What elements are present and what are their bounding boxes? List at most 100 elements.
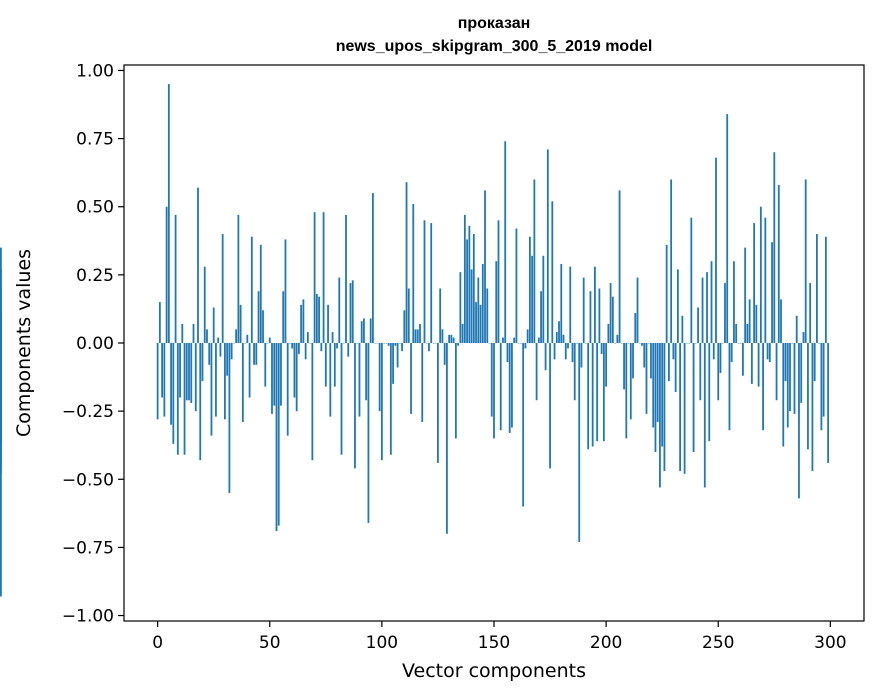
- y-tick-label: −0.50: [62, 470, 114, 490]
- bar: [522, 343, 525, 507]
- bar: [486, 288, 489, 343]
- bar: [555, 332, 558, 343]
- bar: [493, 343, 495, 439]
- bar: [502, 337, 504, 343]
- bar: [215, 343, 217, 417]
- bar: [511, 343, 513, 428]
- bar: [221, 233, 224, 343]
- bar: [194, 343, 197, 412]
- bar: [690, 217, 693, 343]
- bar: [571, 343, 574, 363]
- bar: [784, 343, 787, 382]
- bar: [165, 206, 168, 343]
- bar: [771, 242, 773, 343]
- bar: [410, 343, 412, 414]
- bar: [345, 214, 347, 343]
- bar: [730, 343, 733, 363]
- bar: [280, 343, 282, 406]
- bar: [728, 343, 731, 431]
- bar: [598, 288, 601, 343]
- bar: [824, 236, 827, 343]
- bar: [367, 343, 370, 523]
- bar: [708, 343, 711, 442]
- bar: [403, 310, 406, 343]
- bar: [0, 247, 2, 343]
- bar: [463, 214, 466, 343]
- x-axis-ticks: 0 50 100 150 200 250 300: [152, 621, 847, 653]
- bar: [197, 187, 199, 343]
- bar: [652, 343, 655, 428]
- bar: [703, 343, 706, 488]
- bar: [773, 152, 776, 343]
- bar: [389, 343, 392, 455]
- bar: [437, 343, 439, 463]
- bar: [318, 296, 320, 343]
- bar: [643, 343, 646, 368]
- bar: [759, 206, 762, 343]
- bar: [273, 343, 276, 406]
- bar: [224, 343, 226, 420]
- bar: [228, 343, 231, 493]
- bar: [546, 149, 549, 343]
- bar: [158, 302, 161, 343]
- bar: [746, 323, 749, 343]
- bar: [351, 280, 354, 343]
- plot-frame: [123, 64, 865, 622]
- bar: [676, 269, 679, 343]
- bar: [277, 343, 280, 526]
- bar: [423, 220, 426, 343]
- bar: [226, 343, 229, 376]
- bar: [665, 244, 668, 343]
- bar: [430, 223, 433, 343]
- bar: [188, 343, 190, 401]
- bar: [726, 114, 729, 343]
- bar: [578, 343, 581, 542]
- bar: [203, 266, 206, 343]
- bar: [360, 321, 363, 343]
- bar: [365, 343, 368, 401]
- y-tick-label: 0.75: [76, 130, 114, 150]
- bar: [524, 343, 527, 349]
- bar: [179, 343, 181, 398]
- bar: [477, 277, 480, 343]
- bar: [809, 283, 812, 343]
- bar: [446, 343, 448, 534]
- bar: [750, 343, 753, 384]
- bar: [764, 217, 767, 343]
- bar: [697, 307, 699, 343]
- bar: [199, 343, 202, 461]
- bar: [181, 323, 184, 343]
- bar: [324, 343, 327, 387]
- bar: [674, 343, 677, 393]
- bar: [537, 337, 540, 343]
- bar: [394, 343, 397, 346]
- bar: [295, 343, 298, 412]
- bar: [208, 343, 211, 365]
- bar: [569, 266, 572, 343]
- bar: [706, 272, 708, 343]
- bar: [302, 299, 305, 343]
- bar: [354, 343, 356, 469]
- bar: [392, 343, 394, 384]
- bar: [484, 190, 486, 343]
- bar: [459, 272, 462, 343]
- bar: [369, 318, 372, 343]
- bar: [327, 304, 329, 343]
- bar: [495, 261, 498, 343]
- bar: [528, 236, 531, 343]
- bar: [396, 343, 399, 368]
- bar: [185, 343, 188, 401]
- bar: [378, 343, 381, 412]
- x-axis-label: Vector components: [402, 660, 586, 682]
- bar: [286, 343, 289, 436]
- bar: [380, 343, 383, 461]
- bar: [582, 277, 585, 343]
- bar: [262, 310, 264, 343]
- bar: [780, 299, 782, 343]
- bar: [526, 329, 529, 343]
- bar: [724, 283, 726, 343]
- bar: [172, 343, 175, 444]
- bar: [587, 343, 590, 450]
- bar: [573, 343, 576, 401]
- bar: [733, 261, 735, 343]
